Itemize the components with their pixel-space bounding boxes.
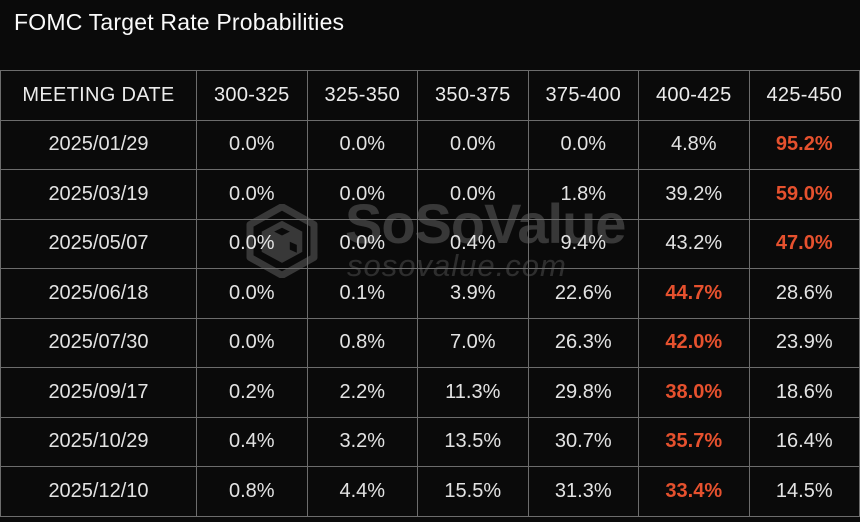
probability-cell: 0.8% — [306, 317, 418, 368]
probability-cell: 0.1% — [306, 268, 418, 319]
probability-cell: 42.0% — [638, 317, 750, 368]
rate-probabilities-table: MEETING DATE 300-325 325-350 350-375 375-400… — [0, 70, 860, 517]
col-header-rate-range: 400-425 — [638, 70, 750, 121]
col-header-rate-range: 425-450 — [748, 70, 860, 121]
col-header-meeting-date: MEETING DATE — [0, 70, 197, 121]
probability-cell: 28.6% — [748, 268, 860, 319]
table-row: 2025/12/10 0.8% 4.4% 15.5% 31.3% 33.4% 14.5% — [0, 466, 860, 517]
col-header-rate-range: 350-375 — [417, 70, 529, 121]
probability-cell: 0.0% — [196, 119, 308, 170]
probability-cell: 59.0% — [748, 169, 860, 220]
meeting-date-cell: 2025/06/18 — [0, 268, 197, 319]
meeting-date-cell: 2025/12/10 — [0, 466, 197, 517]
table-row: 2025/06/18 0.0% 0.1% 3.9% 22.6% 44.7% 28.6% — [0, 268, 860, 319]
probability-cell: 18.6% — [748, 367, 860, 418]
probability-cell: 95.2% — [748, 119, 860, 170]
probability-cell: 13.5% — [417, 416, 529, 467]
meeting-date-cell: 2025/09/17 — [0, 367, 197, 418]
probability-cell: 0.0% — [196, 268, 308, 319]
table-row: 2025/01/29 0.0% 0.0% 0.0% 0.0% 4.8% 95.2% — [0, 119, 860, 170]
meeting-date-cell: 2025/10/29 — [0, 416, 197, 467]
table-header-row: MEETING DATE 300-325 325-350 350-375 375-400… — [0, 70, 860, 121]
probability-cell: 14.5% — [748, 466, 860, 517]
probability-cell: 0.8% — [196, 466, 308, 517]
probability-cell: 35.7% — [638, 416, 750, 467]
table-row: 2025/05/07 0.0% 0.0% 0.4% 9.4% 43.2% 47.0% — [0, 218, 860, 269]
probability-cell: 38.0% — [638, 367, 750, 418]
table-row: 2025/03/19 0.0% 0.0% 0.0% 1.8% 39.2% 59.0% — [0, 169, 860, 220]
probability-cell: 47.0% — [748, 218, 860, 269]
col-header-rate-range: 375-400 — [527, 70, 639, 121]
probability-table-wrap: MEETING DATE 300-325 325-350 350-375 375-400… — [0, 70, 860, 517]
probability-cell: 1.8% — [527, 169, 639, 220]
probability-cell: 11.3% — [417, 367, 529, 418]
probability-cell: 23.9% — [748, 317, 860, 368]
probability-cell: 3.2% — [306, 416, 418, 467]
probability-cell: 0.2% — [196, 367, 308, 418]
probability-cell: 0.0% — [527, 119, 639, 170]
probability-cell: 0.0% — [417, 119, 529, 170]
probability-cell: 43.2% — [638, 218, 750, 269]
meeting-date-cell: 2025/03/19 — [0, 169, 197, 220]
probability-cell: 0.0% — [417, 169, 529, 220]
table-row: 2025/10/29 0.4% 3.2% 13.5% 30.7% 35.7% 16.4% — [0, 416, 860, 467]
probability-cell: 44.7% — [638, 268, 750, 319]
table-row: 2025/09/17 0.2% 2.2% 11.3% 29.8% 38.0% 18.6% — [0, 367, 860, 418]
probability-cell: 7.0% — [417, 317, 529, 368]
probability-cell: 2.2% — [306, 367, 418, 418]
page-title: FOMC Target Rate Probabilities — [14, 9, 345, 35]
probability-cell: 16.4% — [748, 416, 860, 467]
probability-cell: 15.5% — [417, 466, 529, 517]
probability-cell: 0.0% — [196, 169, 308, 220]
col-header-rate-range: 300-325 — [196, 70, 308, 121]
probability-cell: 9.4% — [527, 218, 639, 269]
probability-cell: 0.0% — [306, 119, 418, 170]
probability-cell: 30.7% — [527, 416, 639, 467]
probability-cell: 39.2% — [638, 169, 750, 220]
probability-cell: 33.4% — [638, 466, 750, 517]
probability-cell: 0.0% — [306, 218, 418, 269]
probability-cell: 4.8% — [638, 119, 750, 170]
probability-cell: 0.0% — [306, 169, 418, 220]
probability-cell: 22.6% — [527, 268, 639, 319]
meeting-date-cell: 2025/07/30 — [0, 317, 197, 368]
probability-cell: 26.3% — [527, 317, 639, 368]
probability-cell: 0.0% — [196, 218, 308, 269]
probability-cell: 31.3% — [527, 466, 639, 517]
probability-cell: 0.4% — [196, 416, 308, 467]
meeting-date-cell: 2025/05/07 — [0, 218, 197, 269]
probability-cell: 3.9% — [417, 268, 529, 319]
probability-cell: 0.0% — [196, 317, 308, 368]
meeting-date-cell: 2025/01/29 — [0, 119, 197, 170]
probability-cell: 0.4% — [417, 218, 529, 269]
probability-cell: 29.8% — [527, 367, 639, 418]
probability-cell: 4.4% — [306, 466, 418, 517]
col-header-rate-range: 325-350 — [306, 70, 418, 121]
table-row: 2025/07/30 0.0% 0.8% 7.0% 26.3% 42.0% 23.9% — [0, 317, 860, 368]
